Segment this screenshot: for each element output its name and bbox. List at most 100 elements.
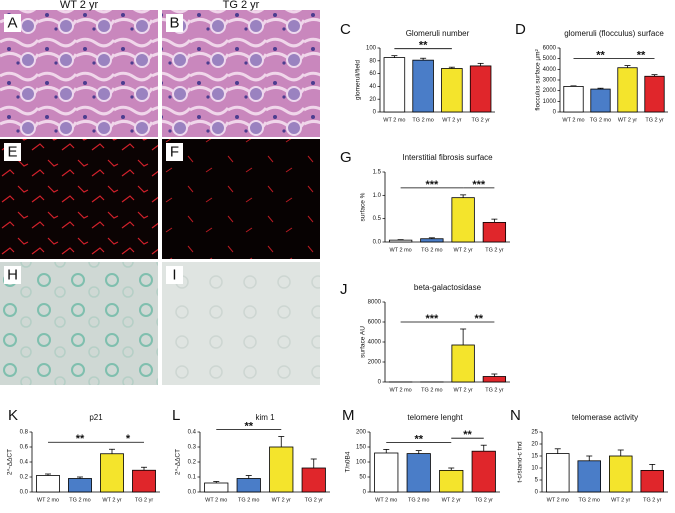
x-tick-label: TG 2 yr xyxy=(475,497,494,503)
bar xyxy=(204,482,229,493)
x-tick-label: WT 2 yr xyxy=(272,497,291,503)
bar xyxy=(420,238,444,243)
x-tick-label: TG 2 mo xyxy=(408,497,429,503)
bar xyxy=(236,478,261,493)
y-tick-label: 4000 xyxy=(543,67,557,73)
significance-group: WT 2 mo xyxy=(390,319,412,325)
y-tick-label: 0 xyxy=(363,490,367,496)
significance-group: WT 2 mo xyxy=(205,427,227,433)
panel-letter: K xyxy=(8,407,18,424)
micrograph xyxy=(162,139,320,259)
bar xyxy=(609,455,633,493)
x-tick-label: TG 2 mo xyxy=(421,387,442,393)
bar xyxy=(301,467,326,493)
y-tick-label: 25 xyxy=(531,430,538,436)
panel-letter-bg xyxy=(166,266,183,284)
y-tick-label: 5 xyxy=(535,478,539,484)
significance-label: ** xyxy=(463,429,472,441)
panel-letter: F xyxy=(170,143,179,160)
y-tick-label: 6000 xyxy=(368,320,382,326)
significance-group: WT 2 mo xyxy=(383,46,405,52)
x-tick-label: TG 2 yr xyxy=(485,387,504,393)
bar xyxy=(644,75,665,113)
y-tick-label: 200 xyxy=(356,430,367,436)
x-tick-label: TG 2 mo xyxy=(412,117,433,123)
y-tick-label: 0 xyxy=(553,110,557,116)
y-tick-label: 8000 xyxy=(368,300,382,306)
panel-letter: A xyxy=(7,14,17,31)
bar xyxy=(388,239,413,243)
significance-group: WT 2 mo xyxy=(375,440,397,446)
significance-group: WT 2 yr xyxy=(442,436,461,442)
chart-title: Glomeruli number xyxy=(406,29,470,38)
y-axis-label: surface AU xyxy=(360,326,367,358)
panel-letter: J xyxy=(340,281,348,298)
bar xyxy=(36,475,60,493)
x-tick-label: WT 2 mo xyxy=(562,117,584,123)
y-tick-label: 0.1 xyxy=(188,475,197,481)
panel-letter-bg xyxy=(166,143,183,161)
bar xyxy=(451,344,475,383)
chart-title: kim 1 xyxy=(255,413,275,422)
significance-group: WT 2 mo xyxy=(37,440,59,446)
x-tick-label: WT 2 mo xyxy=(390,247,412,253)
micrograph xyxy=(0,262,158,385)
chart-title: beta-galactosidase xyxy=(414,283,482,292)
x-tick-label: TG 2 mo xyxy=(238,497,259,503)
x-tick-label: TG 2 yr xyxy=(305,497,324,503)
significance-label: *** xyxy=(425,179,439,191)
x-tick-label: TG 2 mo xyxy=(590,117,611,123)
y-tick-label: 0 xyxy=(535,490,539,496)
bar xyxy=(546,453,570,493)
x-tick-label: TG 2 yr xyxy=(135,497,154,503)
y-axis-label: T/n0B4 xyxy=(345,451,352,472)
y-tick-label: 0.3 xyxy=(188,445,197,451)
significance-label: ** xyxy=(419,40,428,52)
column-header: TG 2 yr xyxy=(223,0,260,11)
significance-label: *** xyxy=(425,313,439,325)
significance-group: WT 2 yr xyxy=(618,56,637,62)
bar xyxy=(132,469,156,493)
y-tick-label: 20 xyxy=(369,97,376,103)
panel-letter: C xyxy=(340,21,351,38)
bar xyxy=(471,450,496,493)
micrograph xyxy=(0,10,158,137)
bar xyxy=(482,376,507,383)
bar xyxy=(469,65,492,113)
x-tick-label: WT 2 mo xyxy=(390,387,412,393)
panel-letter-bg xyxy=(4,143,21,161)
panel-letter: I xyxy=(172,266,176,283)
significance-group: TG 2 yr xyxy=(135,440,154,446)
bar xyxy=(617,67,638,113)
y-tick-label: 0.4 xyxy=(20,460,29,466)
significance-label: ** xyxy=(76,433,85,445)
significance-group: WT 2 yr xyxy=(272,427,291,433)
significance-label: ** xyxy=(474,313,483,325)
y-axis-label: glomeruli/field xyxy=(355,60,362,100)
significance-group: WT 2 mo xyxy=(390,185,412,191)
bar xyxy=(451,197,475,243)
y-tick-label: 6000 xyxy=(543,46,557,52)
y-tick-label: 0.2 xyxy=(20,475,29,481)
significance-label: ** xyxy=(414,433,423,445)
bar xyxy=(374,452,399,493)
y-tick-label: 0 xyxy=(373,110,377,116)
bar xyxy=(100,453,124,493)
x-tick-label: WT 2 yr xyxy=(618,117,637,123)
y-tick-label: 2000 xyxy=(368,360,382,366)
panel-letter: E xyxy=(7,143,17,160)
x-tick-label: TG 2 mo xyxy=(69,497,90,503)
bar xyxy=(441,68,463,113)
panel-letter: N xyxy=(510,407,521,424)
y-axis-label: flocculus surface µm² xyxy=(535,48,542,110)
x-tick-label: WT 2 mo xyxy=(205,497,227,503)
y-tick-label: 2000 xyxy=(543,88,557,94)
x-tick-label: WT 2 mo xyxy=(37,497,59,503)
y-axis-label: t-c/stand-c tnd xyxy=(517,441,524,483)
y-tick-label: 0.5 xyxy=(373,216,382,222)
chart-title: glomeruli (flocculus) surface xyxy=(564,29,664,38)
significance-group: TG 2 yr xyxy=(485,185,504,191)
x-tick-label: TG 2 mo xyxy=(579,497,600,503)
bar xyxy=(412,59,434,113)
